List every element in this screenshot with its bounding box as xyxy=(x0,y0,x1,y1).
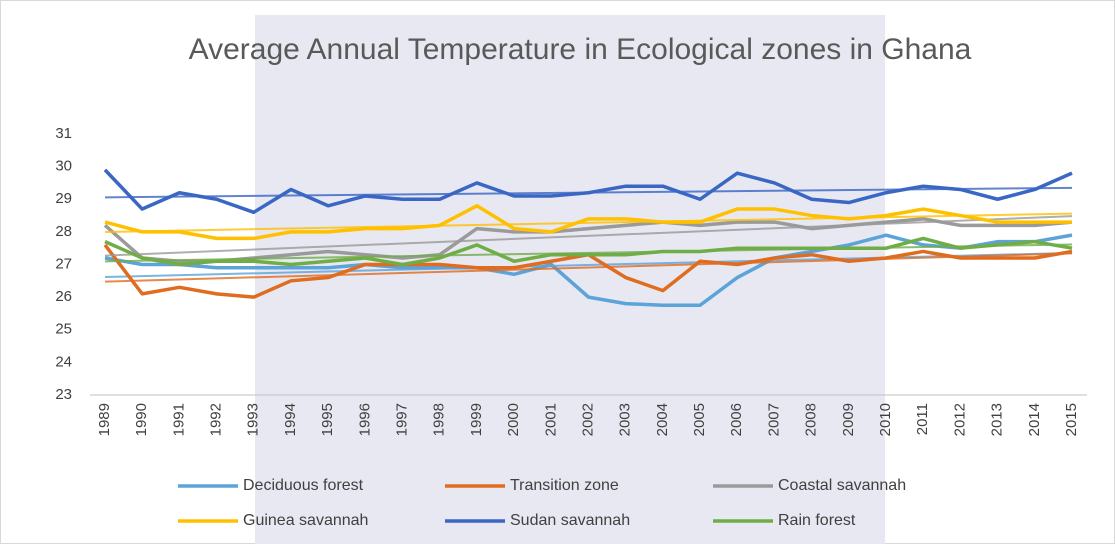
legend-label: Rain forest xyxy=(778,512,856,529)
x-tick-label: 1990 xyxy=(133,403,150,436)
x-tick-label: 1998 xyxy=(431,403,448,436)
y-tick-label: 27 xyxy=(55,255,72,272)
x-tick-label: 1996 xyxy=(356,403,373,436)
x-tick-label: 1995 xyxy=(319,403,336,436)
x-tick-label: 2001 xyxy=(542,403,559,436)
y-tick-label: 26 xyxy=(55,288,72,305)
x-tick-label: 2011 xyxy=(914,403,931,435)
x-tick-label: 2004 xyxy=(654,403,671,436)
x-tick-label: 1999 xyxy=(468,403,485,436)
legend-label: Coastal savannah xyxy=(778,477,906,494)
y-tick-label: 31 xyxy=(55,125,72,142)
y-tick-label: 29 xyxy=(55,190,72,207)
series-line xyxy=(103,217,1073,263)
trend-line xyxy=(104,252,1073,283)
x-tick-label: 2000 xyxy=(505,403,522,436)
x-tick-label: 2002 xyxy=(579,403,596,436)
series-line xyxy=(103,168,1073,215)
x-tick-label: 1992 xyxy=(208,403,225,436)
x-tick-label: 2010 xyxy=(877,403,894,436)
x-tick-label: 2009 xyxy=(840,403,857,436)
legend-label: Deciduous forest xyxy=(243,477,364,494)
x-tick-label: 2003 xyxy=(617,403,634,436)
x-tick-label: 1993 xyxy=(245,403,262,436)
y-tick-label: 28 xyxy=(55,223,72,240)
x-tick-label: 2012 xyxy=(951,403,968,436)
x-tick-label: 2007 xyxy=(765,403,782,436)
x-tick-label: 1997 xyxy=(394,403,411,436)
x-tick-label: 1989 xyxy=(96,403,113,436)
x-tick-label: 2006 xyxy=(728,403,745,436)
x-tick-label: 1994 xyxy=(282,403,299,436)
x-tick-label: 1991 xyxy=(170,403,187,436)
y-tick-label: 24 xyxy=(55,353,72,370)
series-line xyxy=(104,236,1073,267)
x-tick-label: 2013 xyxy=(989,403,1006,436)
y-tick-label: 30 xyxy=(55,158,72,175)
y-tick-label: 25 xyxy=(55,321,72,338)
legend-label: Transition zone xyxy=(510,477,619,494)
series-line xyxy=(104,204,1072,241)
trend-line xyxy=(104,215,1073,257)
x-tick-label: 2014 xyxy=(1026,403,1043,436)
chart-title: Average Annual Temperature in Ecological… xyxy=(188,33,972,66)
x-tick-label: 2005 xyxy=(691,403,708,436)
trend-line xyxy=(104,251,1073,279)
trend-line xyxy=(104,212,1073,234)
trend-line xyxy=(104,243,1073,263)
legend-label: Sudan savannah xyxy=(510,512,630,529)
x-tick-label: 2008 xyxy=(803,403,820,436)
y-tick-label: 23 xyxy=(55,386,72,403)
legend-label: Guinea savannah xyxy=(243,512,368,529)
x-tick-label: 2015 xyxy=(1063,403,1080,436)
